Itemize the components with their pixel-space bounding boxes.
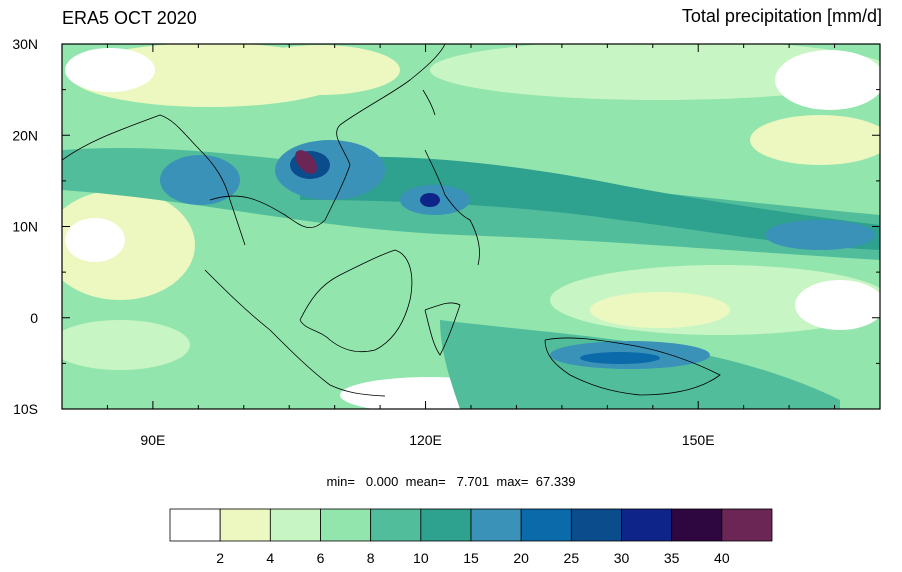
colorbar-swatch <box>320 508 372 542</box>
colorbar-swatch <box>721 508 773 542</box>
axis-tick-labels: 90E 120E 150E 30N 20N 10N 0 10S <box>12 36 714 448</box>
colorbar-label: 2 <box>216 550 224 566</box>
x-tick-label: 120E <box>409 432 442 448</box>
map-title: ERA5 OCT 2020 <box>62 8 197 28</box>
colorbar-swatch <box>470 508 522 542</box>
y-tick-label: 0 <box>30 310 38 326</box>
colorbar-label: 25 <box>564 550 580 566</box>
variable-title: Total precipitation [mm/d] <box>681 6 882 26</box>
max-label: max= <box>496 474 529 489</box>
colorbar-swatch <box>671 508 723 542</box>
colorbar-swatch <box>219 508 271 542</box>
colorbar-swatch <box>169 508 221 542</box>
colorbar-label: 20 <box>513 550 529 566</box>
min-label: min= <box>326 474 355 489</box>
mean-label: mean= <box>405 474 446 489</box>
colorbar-label: 10 <box>413 550 429 566</box>
statistics-line: min= 0.000 mean= 7.701 max= 67.339 <box>0 474 902 489</box>
colorbar-swatch <box>520 508 572 542</box>
colorbar-swatch <box>570 508 622 542</box>
y-tick-label: 10S <box>13 401 38 417</box>
colorbar-label: 30 <box>614 550 630 566</box>
precip-field <box>62 44 880 409</box>
mean-value: 7.701 <box>456 474 490 489</box>
y-tick-label: 10N <box>12 219 38 235</box>
axis-ticks <box>61 43 881 410</box>
y-tick-label: 20N <box>12 127 38 143</box>
colorbar-label: 15 <box>463 550 479 566</box>
x-tick-label: 90E <box>140 432 165 448</box>
colorbar-label: 6 <box>317 550 325 566</box>
colorbar-label: 35 <box>664 550 680 566</box>
y-tick-label: 30N <box>12 36 38 52</box>
colorbar-swatch <box>420 508 472 542</box>
colorbar-swatch <box>269 508 321 542</box>
colorbar-swatch <box>370 508 422 542</box>
x-tick-label: 150E <box>682 432 715 448</box>
min-value: 0.000 <box>365 474 399 489</box>
colorbar-label: 4 <box>266 550 274 566</box>
max-value: 67.339 <box>535 474 576 489</box>
colorbar-label: 8 <box>367 550 375 566</box>
colorbar-swatch <box>621 508 673 542</box>
colorbar-label: 40 <box>714 550 730 566</box>
colorbar: 2 4 6 8 10 15 20 25 30 35 40 <box>169 508 773 566</box>
coastlines <box>62 44 721 397</box>
